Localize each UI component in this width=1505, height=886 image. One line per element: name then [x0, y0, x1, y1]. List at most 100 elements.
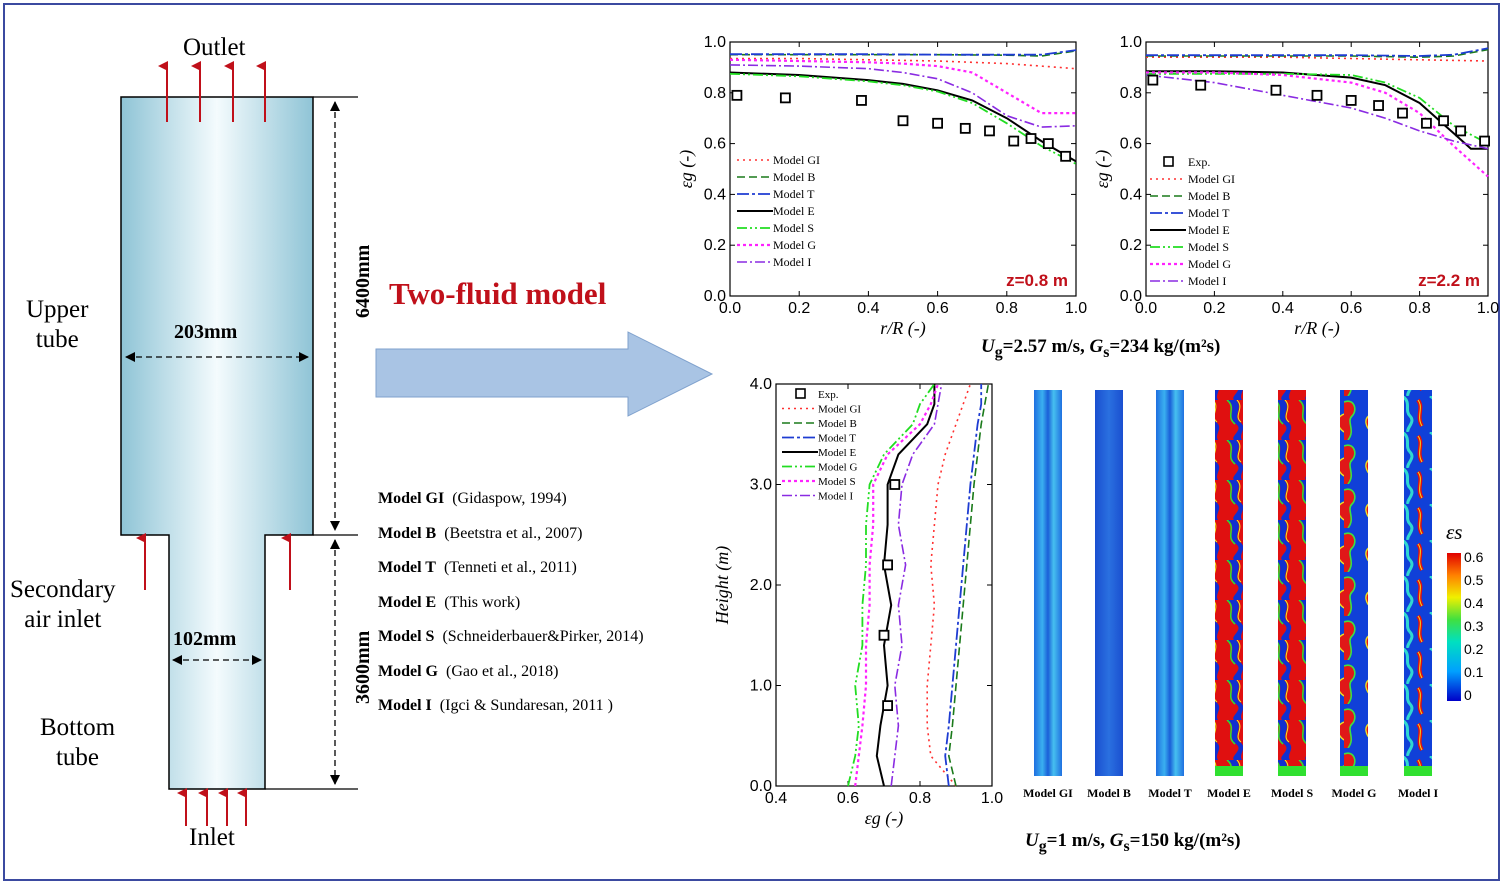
legend-label: Model S	[773, 221, 814, 235]
x-tick-label: 0.0	[1135, 300, 1157, 317]
contour-strip	[1340, 390, 1368, 776]
exp-point	[882, 700, 893, 711]
legend-label: Model E	[1188, 223, 1230, 237]
colorbar-tick-label: 0.2	[1464, 641, 1484, 657]
y-tick-label: 0.6	[1120, 136, 1142, 153]
position-annotation: z=0.8 m	[1006, 271, 1068, 290]
series-line-i	[1145, 74, 1489, 150]
legend-exp-marker	[1163, 156, 1174, 167]
legend-label: Model B	[773, 170, 815, 184]
contour-strip	[1215, 390, 1243, 776]
series-line-t	[1146, 47, 1489, 57]
caption-top: Ug=2.57 m/s, Gs=234 kg/(m²s)	[981, 336, 1221, 361]
colorbar-tick-label: 0.1	[1464, 664, 1484, 680]
colorbar-tick-label: 0	[1464, 687, 1472, 703]
legend-label: Model T	[773, 187, 815, 201]
y-tick-label: 2.0	[750, 577, 772, 594]
bottom-tube-label: Bottom tube	[40, 713, 115, 773]
figure-border	[3, 3, 1500, 881]
exp-point	[1195, 79, 1207, 91]
x-tick-label: 0.8	[1408, 300, 1430, 317]
exp-point	[1397, 107, 1408, 119]
exp-point	[932, 117, 943, 129]
outlet-label: Outlet	[183, 34, 246, 61]
model-entry: Model GI (Gidaspow, 1994)	[378, 490, 567, 507]
upper-width-label: 203mm	[174, 321, 238, 343]
legend-label: Model E	[818, 447, 856, 459]
series-line-g	[854, 383, 940, 787]
legend-label: Model GI	[1188, 172, 1235, 186]
x-tick-label: 0.4	[857, 300, 879, 317]
model-entry: Model G (Gao et al., 2018)	[378, 662, 559, 680]
models-list: Model GI (Gidaspow, 1994) Model B (Beetstr…	[378, 482, 644, 724]
upper-tube-line1: Upper	[26, 296, 89, 323]
exp-point	[1455, 125, 1467, 137]
exp-point	[1311, 89, 1323, 101]
exp-point	[897, 115, 909, 127]
y-tick-label: 0.0	[750, 778, 772, 795]
contour-strip-base	[1340, 766, 1368, 776]
x-tick-label: 1.0	[1477, 300, 1499, 317]
contour-strip-base	[1215, 766, 1243, 776]
legend-label: Model S	[818, 476, 856, 488]
y-tick-label: 0.6	[704, 136, 726, 153]
exp-point	[1025, 133, 1037, 144]
outlet-arrows	[158, 61, 266, 122]
dimension-lines	[125, 96, 358, 790]
legend-label: Model T	[1188, 206, 1230, 220]
upper-tube-line2: tube	[35, 326, 79, 353]
colorbar-tick-label: 0.6	[1464, 549, 1484, 565]
contour-label: Model I	[1397, 786, 1439, 800]
y-axis-label: Height (m)	[712, 546, 733, 625]
legend-label: Model S	[1188, 240, 1229, 254]
upper-tube-label: Upper tube	[26, 295, 88, 355]
x-tick-label: 0.4	[765, 790, 787, 807]
contour-strip	[1034, 390, 1062, 776]
series-line-g	[729, 58, 1076, 115]
exp-point	[1438, 115, 1449, 127]
secondary-air-line1: Secondary	[10, 576, 116, 603]
flow-arrow	[375, 331, 714, 417]
secondary-air-line2: air inlet	[24, 606, 102, 633]
colorbar-tick-label: 0.5	[1464, 572, 1484, 588]
legend-label: Model I	[818, 491, 853, 503]
x-tick-label: 0.8	[996, 300, 1018, 317]
x-tick-label: 0.4	[1272, 300, 1294, 317]
contour-strip	[1404, 390, 1432, 776]
legend-label: Model G	[773, 238, 816, 252]
exp-point	[1479, 135, 1490, 147]
x-tick-label: 1.0	[981, 790, 1003, 807]
y-tick-label: 0.8	[704, 85, 726, 102]
legend-label: Model GI	[773, 153, 820, 167]
y-tick-label: 1.0	[750, 678, 772, 695]
x-axis-label: r/R (-)	[1294, 318, 1339, 339]
contour-label: Model S	[1270, 786, 1314, 800]
colorbar-tick-label: 0.3	[1464, 618, 1484, 634]
series-line-t	[730, 49, 1077, 56]
position-annotation: z=2.2 m	[1418, 271, 1480, 290]
plot-frame	[1145, 41, 1489, 297]
contour-strip-base	[1404, 766, 1432, 776]
contour-strip	[1095, 390, 1123, 776]
exp-point	[878, 629, 890, 641]
y-tick-label: 1.0	[704, 34, 726, 51]
legend-label: Model GI	[818, 404, 861, 416]
bottom-tube-line1: Bottom	[40, 714, 116, 741]
series-line-i	[890, 383, 943, 787]
x-axis-label: r/R (-)	[880, 318, 925, 339]
y-tick-label: 0.0	[1120, 288, 1142, 305]
x-tick-label: 0.6	[837, 790, 859, 807]
x-tick-label: 1.0	[1065, 300, 1087, 317]
exp-point	[856, 95, 867, 106]
contour-label: Model B	[1087, 786, 1131, 800]
legend-exp-label: Exp.	[818, 389, 839, 401]
exp-point	[959, 122, 971, 134]
exp-point	[731, 89, 743, 101]
exp-point	[882, 559, 893, 571]
exp-point	[1270, 84, 1282, 96]
y-tick-label: 0.4	[1120, 186, 1142, 203]
